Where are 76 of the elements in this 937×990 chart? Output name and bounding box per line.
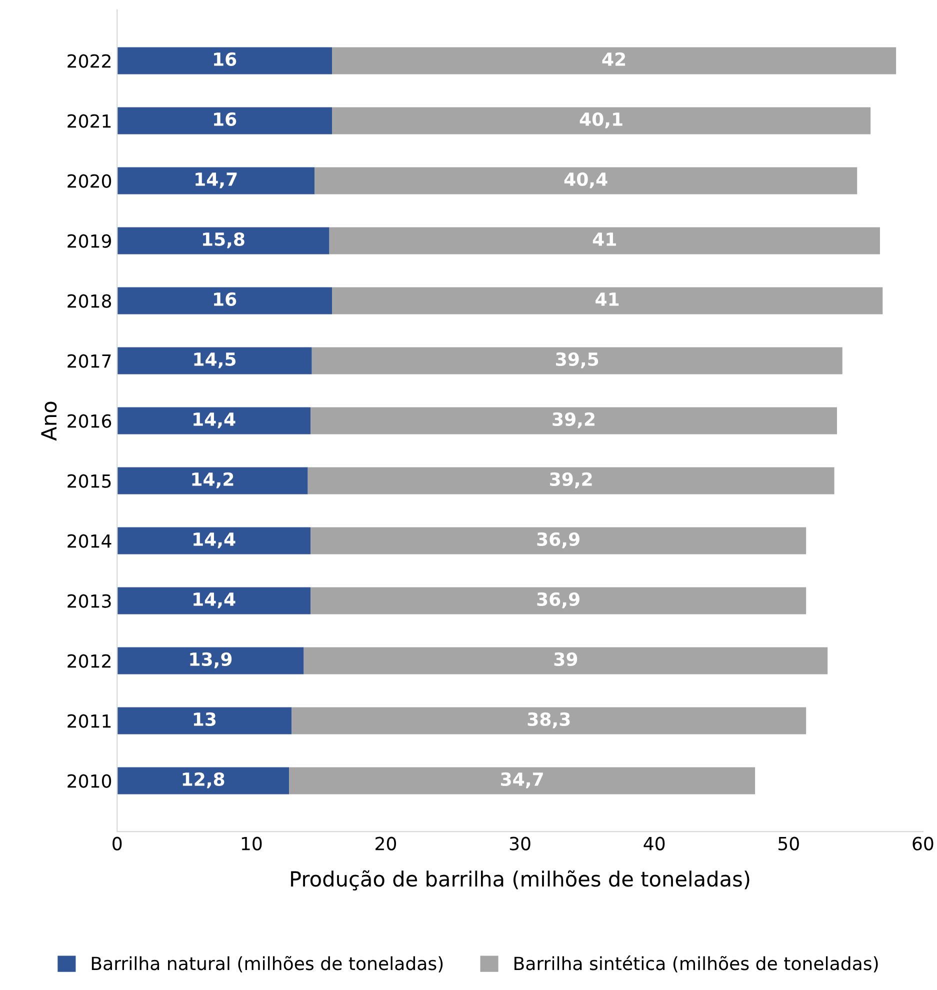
- y-tick-label: 2019: [68, 234, 111, 248]
- y-tick-label: 2022: [68, 54, 110, 68]
- data-label: 13: [194, 712, 216, 726]
- bar: [292, 707, 806, 734]
- bar: [332, 287, 883, 314]
- data-label: 39,5: [556, 352, 598, 368]
- data-label: 16: [214, 292, 236, 306]
- x-tick-label: 40: [644, 836, 665, 850]
- data-label: 40,4: [564, 172, 608, 188]
- y-tick-label: 2010: [68, 774, 112, 788]
- x-tick-label: 20: [376, 836, 396, 850]
- legend-label: Barrilha sintética (milhões de toneladas): [514, 956, 878, 972]
- data-label: 41: [592, 232, 616, 246]
- bar: [310, 527, 806, 554]
- data-label: 14,4: [194, 532, 236, 548]
- legend-label: Barrilha natural (milhões de toneladas): [92, 956, 443, 972]
- y-tick-label: 2018: [68, 294, 112, 308]
- data-label: 12,8: [182, 772, 224, 788]
- data-label: 41: [596, 292, 619, 306]
- data-label: 39,2: [552, 412, 594, 428]
- bar: [314, 167, 858, 194]
- data-label: 13,9: [190, 652, 232, 668]
- data-label: 34,7: [500, 772, 543, 788]
- x-axis-title: Produção de barrilha (milhões de toneladas): [291, 870, 750, 890]
- bar: [310, 407, 837, 434]
- data-label: 39: [554, 652, 578, 666]
- bar: [117, 287, 332, 314]
- data-label: 40,1: [580, 112, 622, 128]
- data-label: 15,8: [202, 232, 244, 248]
- bar: [310, 587, 806, 614]
- data-label: 38,3: [528, 712, 570, 728]
- data-label: 42: [602, 52, 626, 66]
- data-label: 16: [214, 112, 236, 126]
- bar: [308, 467, 834, 494]
- bar: [117, 47, 332, 74]
- y-tick-label: 2013: [68, 594, 111, 608]
- y-tick-label: 2011: [68, 714, 111, 728]
- bar: [332, 107, 871, 134]
- y-tick-label: 2014: [68, 534, 112, 548]
- data-label: 36,9: [537, 592, 580, 608]
- bar: [117, 227, 330, 254]
- y-axis-title: Ano: [41, 402, 57, 441]
- bar: [304, 647, 828, 674]
- y-tick-label: 2017: [68, 354, 111, 368]
- bar: [312, 347, 842, 374]
- data-label: 36,9: [537, 532, 580, 548]
- bar: [117, 527, 311, 554]
- bar: [117, 107, 332, 134]
- bar: [117, 647, 304, 674]
- x-tick-label: 10: [242, 836, 262, 850]
- bar: [117, 707, 292, 734]
- bar: [289, 767, 756, 794]
- y-tick-label: 2015: [68, 474, 111, 488]
- data-label: 14,4: [194, 412, 236, 428]
- data-label: 39,2: [550, 472, 592, 488]
- data-label: 14,7: [196, 172, 237, 188]
- bar: [332, 47, 896, 74]
- bar: [329, 227, 880, 254]
- bar: [117, 767, 290, 794]
- y-tick-label: 2016: [68, 414, 112, 428]
- x-tick-label: 50: [778, 836, 799, 850]
- data-label: 14,4: [194, 592, 236, 608]
- y-tick-label: 2021: [68, 114, 111, 128]
- bar: [117, 467, 308, 494]
- x-tick-label: 0: [112, 836, 122, 850]
- y-tick-label: 2020: [68, 174, 112, 188]
- bar: [117, 167, 315, 194]
- data-label: 14,2: [192, 472, 234, 488]
- bar: [117, 587, 311, 614]
- x-tick-label: 60: [912, 836, 934, 850]
- data-label: 16: [214, 52, 236, 66]
- x-tick-label: 30: [510, 836, 530, 850]
- y-tick-label: 2012: [68, 654, 110, 668]
- bar: [117, 347, 312, 374]
- bar: [117, 407, 311, 434]
- data-label: 14,5: [194, 352, 236, 368]
